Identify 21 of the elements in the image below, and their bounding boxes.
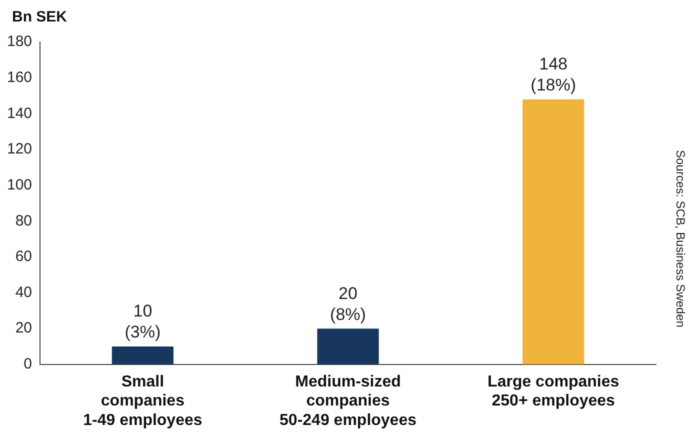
y-tick-label: 100	[6, 176, 32, 194]
bar	[112, 346, 174, 364]
y-tick-label: 140	[6, 104, 32, 122]
bar	[317, 328, 379, 364]
y-tick-label: 160	[6, 68, 32, 86]
data-label: 148 (18%)	[530, 54, 576, 95]
x-tick-label: Medium-sized companies 50-249 employees	[280, 373, 417, 429]
y-tick-label: 120	[6, 140, 32, 158]
x-tick-label: Large companies 250+ employees	[488, 373, 620, 410]
y-tick-label: 20	[15, 320, 32, 337]
y-tick-label: 180	[6, 33, 32, 50]
data-label: 20 (8%)	[330, 284, 366, 324]
source-note: Sources: SCB, Business Sweden	[674, 150, 688, 328]
x-tick-label: Small companies 1-49 employees	[83, 373, 202, 429]
y-tick-label: 0	[24, 356, 32, 373]
data-label: 10 (3%)	[124, 302, 161, 342]
y-tick-label: 60	[15, 248, 32, 266]
y-tick-label: 80	[15, 212, 32, 230]
y-axis-title: Bn SEK	[12, 8, 68, 26]
bar	[522, 99, 584, 364]
y-tick-label: 40	[15, 284, 32, 301]
